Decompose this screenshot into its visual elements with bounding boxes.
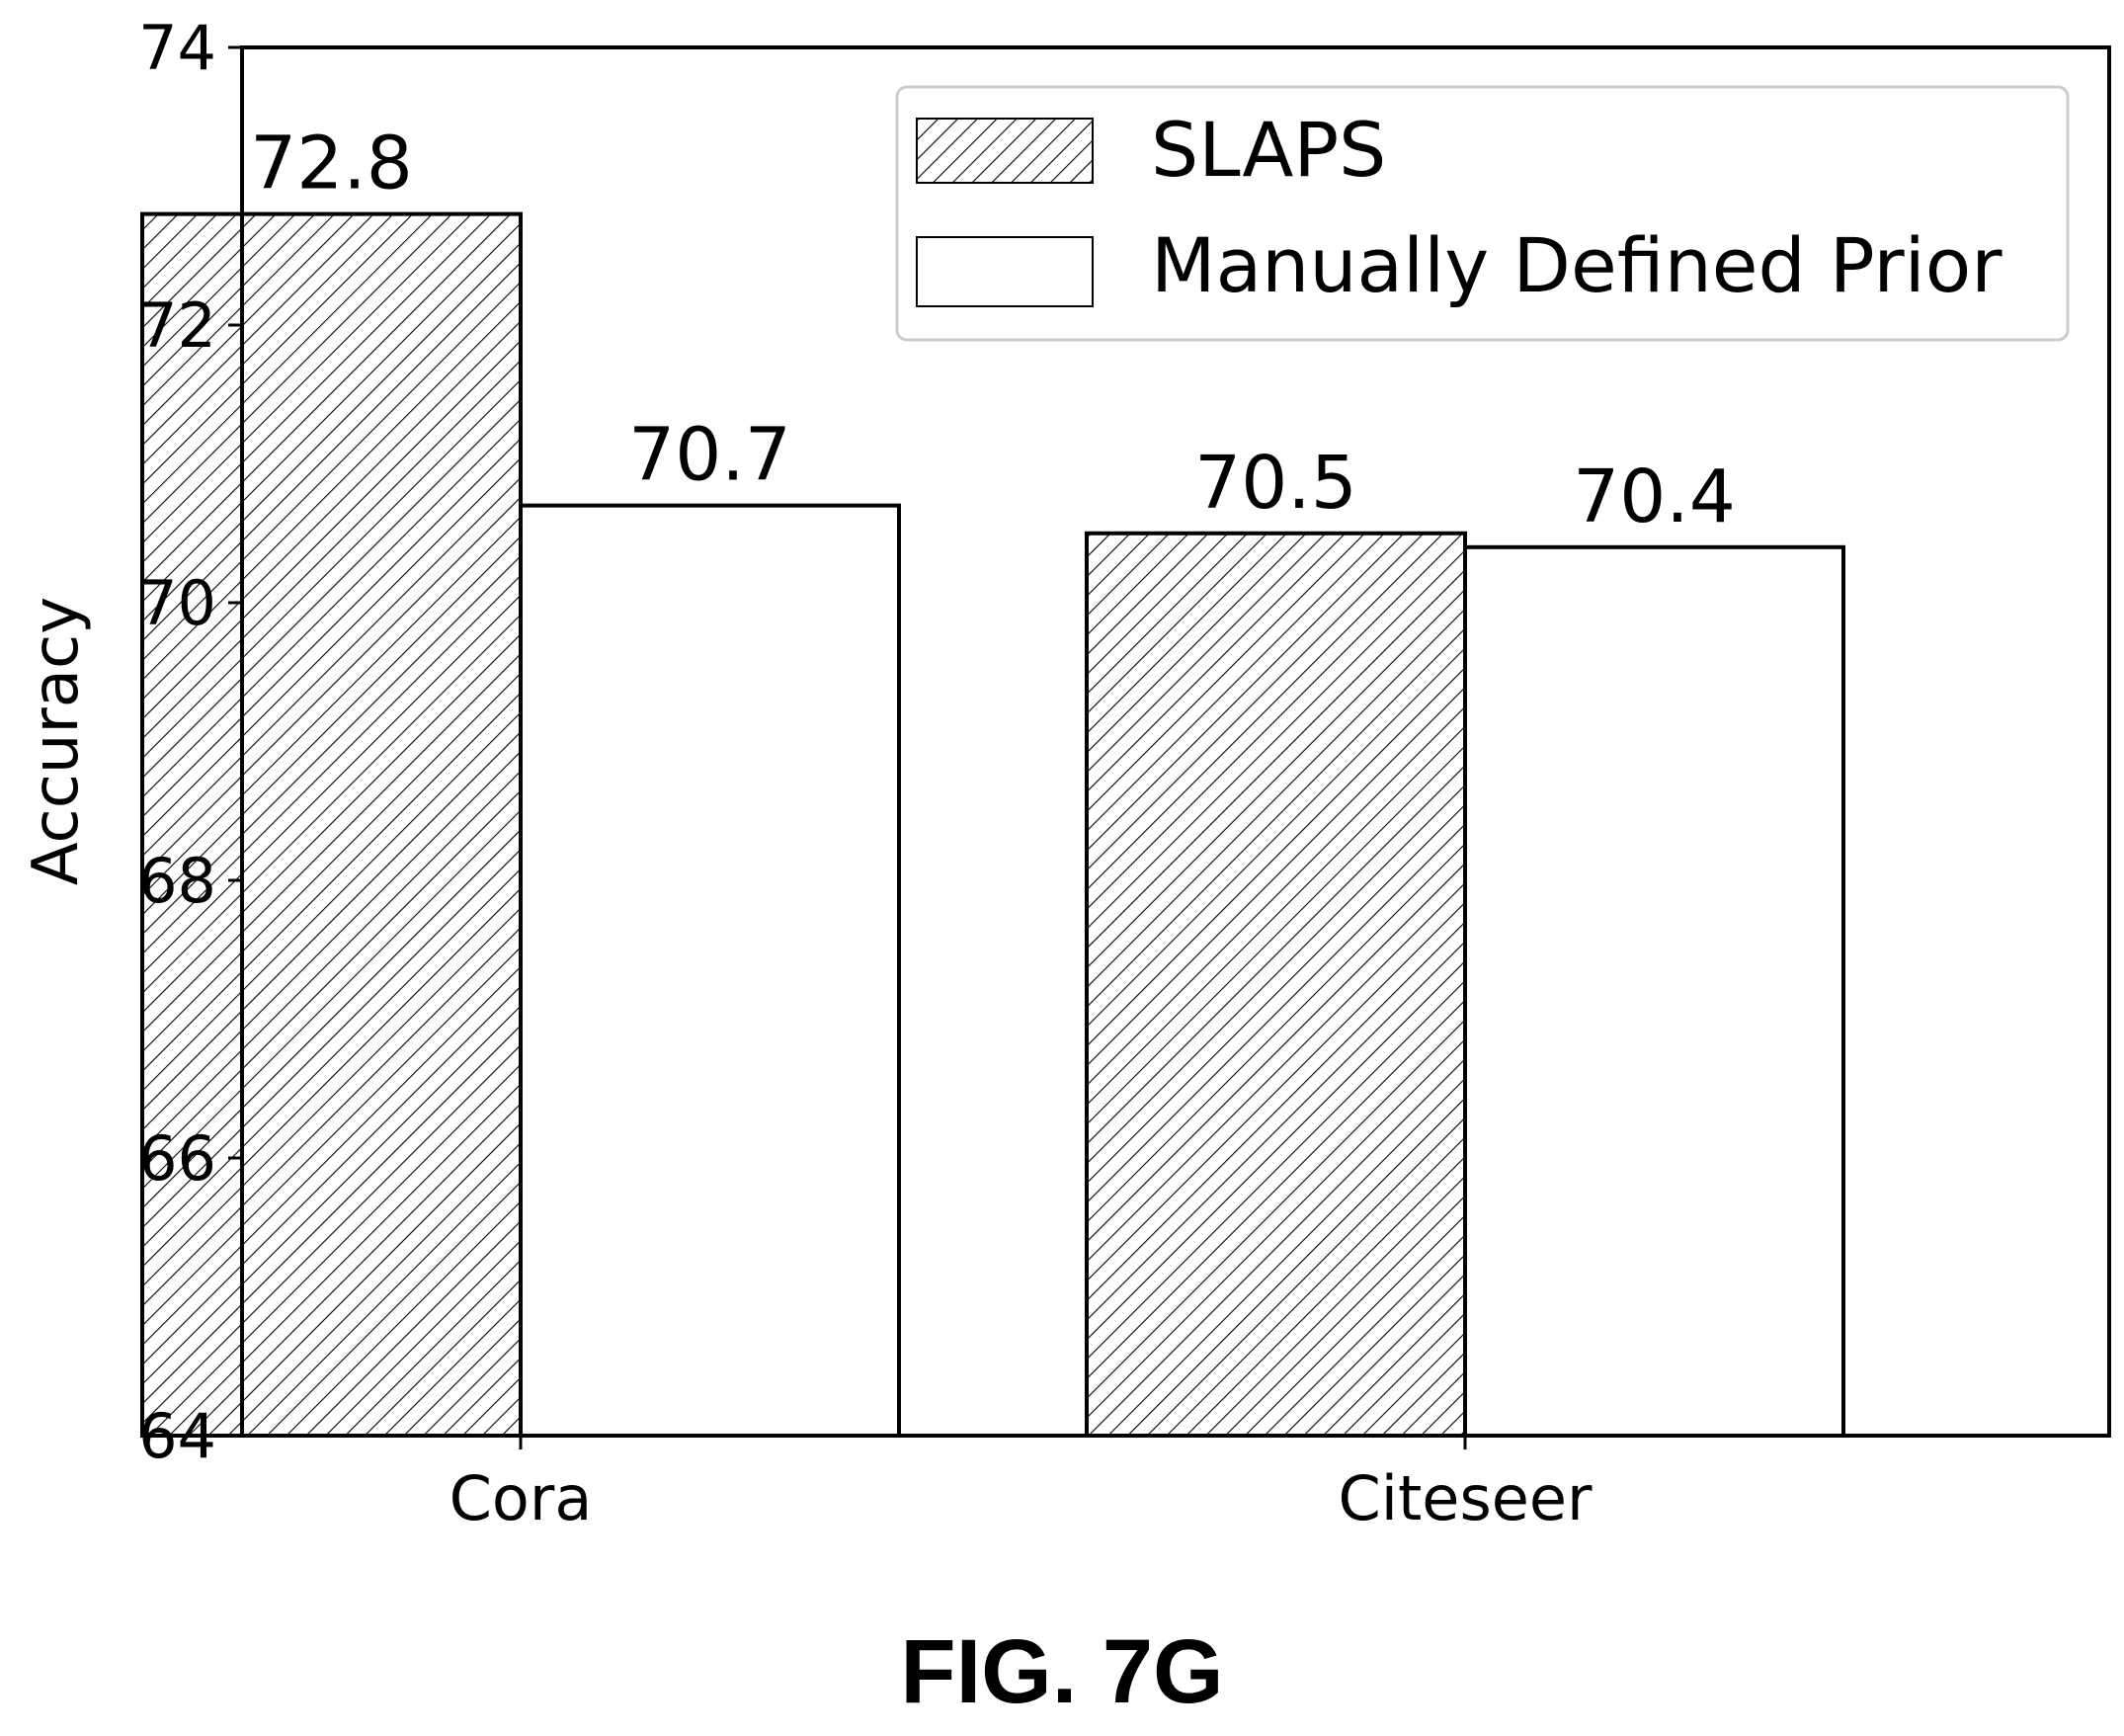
y-tick-label: 64 [138,1400,216,1472]
legend-swatch-manual-prior [916,236,1094,307]
y-tick-label: 66 [138,1122,216,1195]
bar-slaps-citeseer [1085,531,1467,1438]
y-axis-label: Accuracy [20,597,93,885]
figure-caption: FIG. 7G [900,1621,1224,1722]
y-tick-label: 68 [138,845,216,917]
data-label: 70.5 [1194,441,1357,526]
bar-manually-defined-prior-citeseer [1463,544,1845,1438]
bar-slaps-cora [140,211,523,1439]
data-label: 70.7 [628,413,791,498]
data-label: 70.4 [1573,455,1736,539]
axes-frame [240,45,2111,1438]
y-tick-label: 74 [138,12,216,84]
x-tick-label: Cora [449,1462,593,1534]
legend: SLAPS Manually Defined Prior [895,85,2070,342]
x-tick-label: Citeseer [1338,1462,1593,1534]
x-axis: Cora Citeseer [449,1436,1593,1534]
legend-frame [895,85,2070,342]
legend-label-manual-prior: Manually Defined Prior [1151,221,2002,309]
bar-manually-defined-prior-cora [519,503,901,1438]
y-axis: 64 66 68 70 72 74 [138,12,242,1472]
data-label: 72.8 [250,122,413,207]
legend-swatch-slaps [916,118,1094,184]
y-tick-label: 70 [138,567,216,639]
legend-label-slaps: SLAPS [1151,106,1386,194]
y-tick-label: 72 [138,289,216,362]
plot-area: 72.8 70.7 70.5 70.4 [140,122,1845,1439]
